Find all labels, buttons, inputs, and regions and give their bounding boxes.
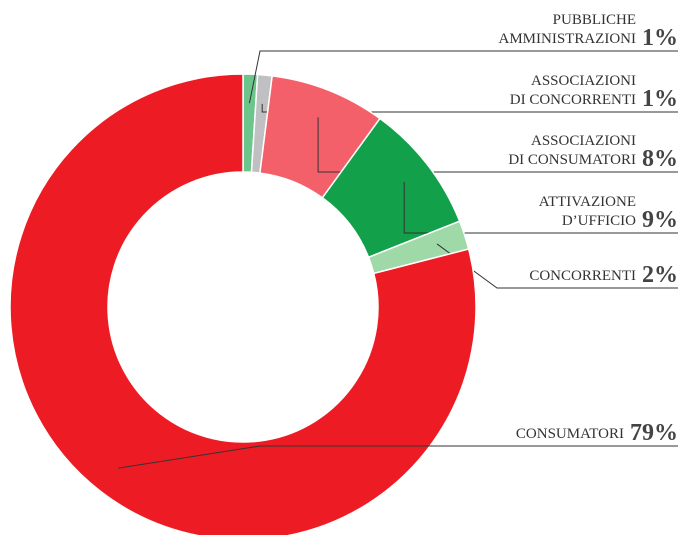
value-label: 79% bbox=[630, 420, 678, 446]
leader-line bbox=[117, 445, 678, 469]
donut-slice bbox=[9, 73, 477, 535]
category-label: PUBBLICHE bbox=[553, 12, 636, 28]
category-label: ASSOCIAZIONI bbox=[531, 73, 636, 89]
category-label: CONCORRENTI bbox=[529, 268, 636, 284]
value-label: 8% bbox=[642, 146, 678, 172]
value-label: 2% bbox=[642, 262, 678, 288]
category-label: AMMINISTRAZIONI bbox=[499, 31, 637, 47]
leader-line bbox=[403, 181, 678, 234]
value-label: 1% bbox=[642, 86, 678, 112]
category-label: CONSUMATORI bbox=[516, 426, 624, 442]
category-label: ASSOCIAZIONI bbox=[531, 133, 636, 149]
value-label: 1% bbox=[642, 25, 678, 51]
leader-line bbox=[317, 117, 678, 173]
category-label: ATTIVAZIONE bbox=[539, 194, 636, 210]
category-label: D’UFFICIO bbox=[562, 213, 636, 229]
category-label: DI CONCORRENTI bbox=[510, 92, 636, 108]
value-label: 9% bbox=[642, 207, 678, 233]
leader-line bbox=[248, 50, 678, 104]
leader-line bbox=[261, 103, 678, 113]
category-label: DI CONSUMATORI bbox=[508, 152, 636, 168]
